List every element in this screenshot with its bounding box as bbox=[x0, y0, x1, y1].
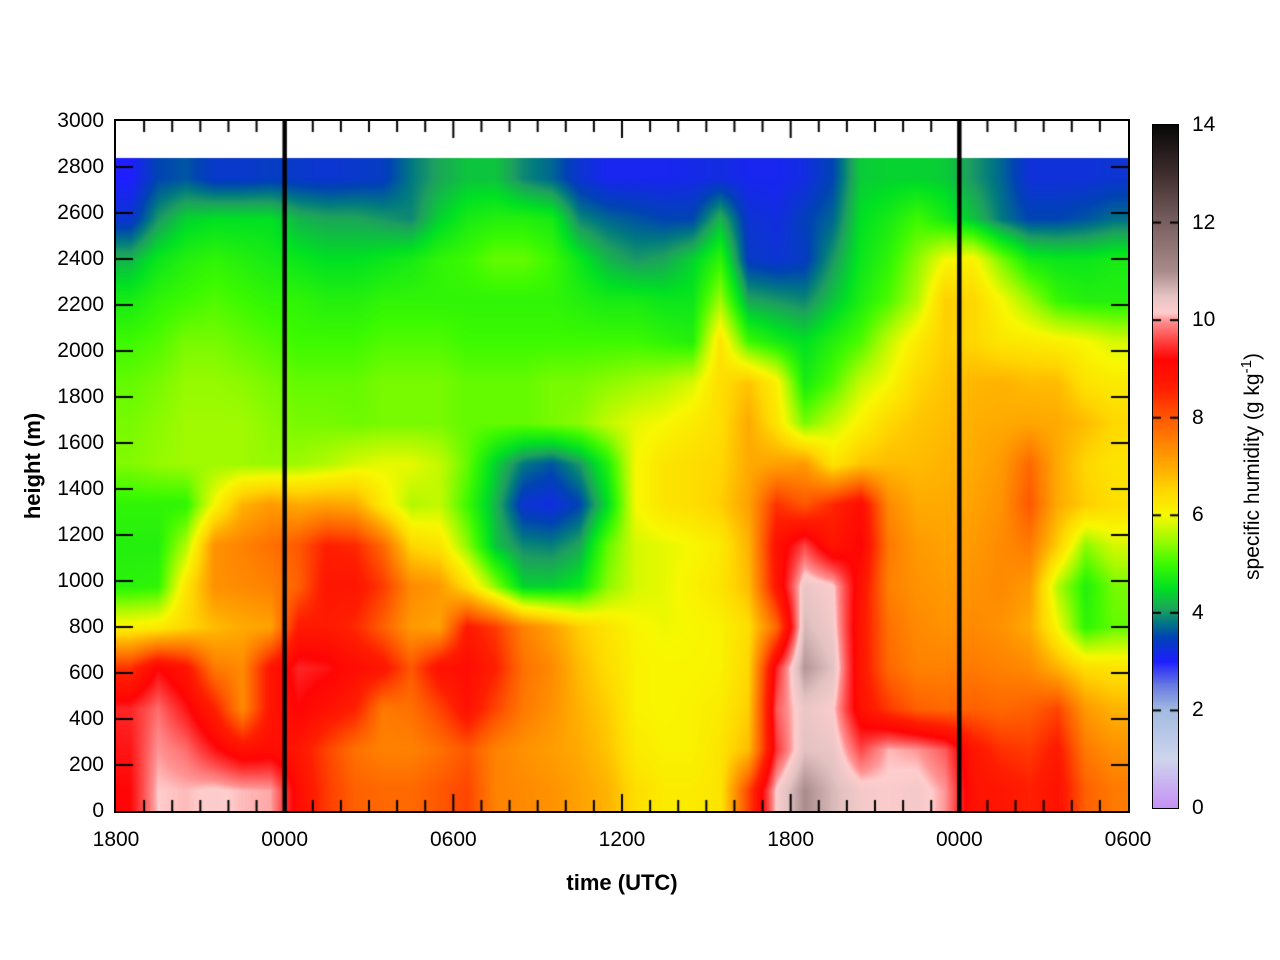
colorbar-tick-label: 2 bbox=[1192, 698, 1204, 722]
colorbar-title-superscript: -1 bbox=[1238, 360, 1255, 374]
colorbar-tick-label: 14 bbox=[1192, 113, 1216, 136]
y-tick-label: 0 bbox=[92, 799, 104, 822]
plot-border bbox=[114, 119, 1130, 813]
colorbar bbox=[1152, 124, 1179, 809]
y-tick-label: 2600 bbox=[57, 201, 104, 224]
y-tick-label: 600 bbox=[68, 661, 104, 684]
y-tick-label: 2400 bbox=[57, 247, 104, 270]
colorbar-title-close: ) bbox=[1241, 353, 1264, 361]
colorbar-tick-label: 8 bbox=[1192, 405, 1204, 429]
y-tick-label: 200 bbox=[68, 753, 104, 776]
y-tick-label: 2200 bbox=[57, 293, 104, 316]
colorbar-tick-label: 10 bbox=[1192, 308, 1216, 332]
heatmap-canvas bbox=[116, 121, 1128, 811]
y-tick-label: 2800 bbox=[57, 155, 104, 178]
x-tick-label: 0600 bbox=[1104, 828, 1152, 851]
x-tick-label: 0600 bbox=[429, 828, 477, 851]
x-tick-label: 1200 bbox=[598, 828, 646, 851]
y-tick-label: 1600 bbox=[57, 431, 104, 454]
y-tick-label: 1000 bbox=[57, 569, 104, 592]
x-tick-label: 0000 bbox=[935, 828, 983, 851]
colorbar-canvas bbox=[1153, 125, 1178, 808]
x-tick-label: 1800 bbox=[767, 828, 815, 851]
y-tick-label: 1200 bbox=[57, 523, 104, 546]
x-axis-title: time (UTC) bbox=[566, 870, 678, 895]
colorbar-tick-label: 12 bbox=[1192, 210, 1216, 234]
y-tick-label: 800 bbox=[68, 615, 104, 638]
y-tick-label: 400 bbox=[68, 707, 104, 730]
colorbar-tick-label: 0 bbox=[1192, 796, 1204, 819]
colorbar-tick-label: 4 bbox=[1192, 600, 1204, 624]
y-tick-label: 3000 bbox=[57, 109, 104, 132]
x-tick-label: 1800 bbox=[92, 828, 140, 851]
y-tick-label: 1800 bbox=[57, 385, 104, 408]
x-tick-label: 0000 bbox=[261, 828, 309, 851]
y-tick-label: 2000 bbox=[57, 339, 104, 362]
colorbar-tick-label: 6 bbox=[1192, 503, 1204, 527]
y-tick-label: 1400 bbox=[57, 477, 104, 500]
